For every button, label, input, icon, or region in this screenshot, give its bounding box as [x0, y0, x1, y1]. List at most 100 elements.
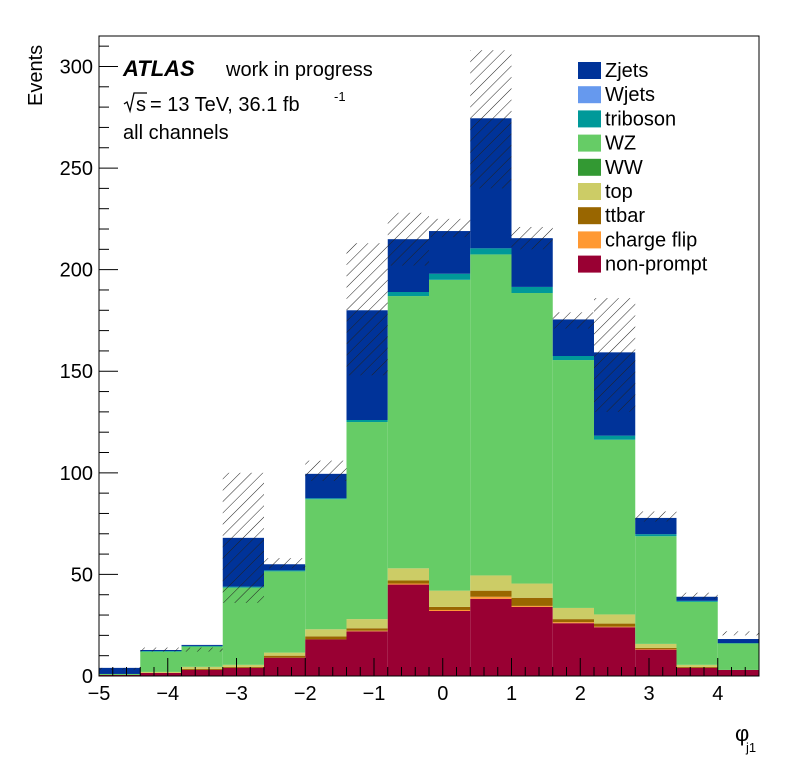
legend-swatch-WZ [578, 134, 601, 152]
legend-label-Wjets: Wjets [605, 84, 655, 106]
bar-top-bin-9 [470, 575, 512, 591]
atlas-status: work in progress [225, 59, 373, 81]
uncertainty-bin-4 [264, 558, 306, 569]
bar-non-prompt-bin-4 [264, 657, 306, 676]
bar-triboson-bin-11 [552, 356, 594, 361]
bar-WZ-bin-13 [635, 536, 677, 644]
bar-Zjets-bin-15 [717, 639, 759, 644]
bar-WZ-bin-15 [717, 643, 759, 670]
bar-non-prompt-bin-11 [552, 623, 594, 676]
legend-swatch-charge-flip [578, 231, 601, 249]
y-axis-label: Events [25, 45, 47, 106]
legend-label-WZ: WZ [605, 133, 636, 155]
y-tick-label: 250 [60, 158, 93, 180]
bar-triboson-bin-5 [305, 498, 347, 500]
atlas-label: ATLAS [122, 56, 195, 81]
x-tick-label: 2 [575, 683, 586, 705]
y-tick-label: 300 [60, 56, 93, 78]
uncertainty-bin-2 [181, 647, 223, 652]
bar-top-bin-8 [429, 590, 471, 607]
bar-charge-flip-bin-6 [346, 630, 388, 632]
energy-sqrt-symbol: s [136, 94, 146, 116]
bar-triboson-bin-2 [181, 645, 223, 647]
bar-top-bin-7 [387, 568, 429, 581]
y-tick-label: 100 [60, 463, 93, 485]
y-tick-label: 0 [82, 666, 93, 688]
bar-ttbar-bin-14 [676, 666, 718, 668]
uncertainty-bin-5 [305, 460, 347, 481]
bar-ttbar-bin-13 [635, 647, 677, 649]
legend-swatch-Wjets [578, 86, 601, 104]
legend-swatch-top [578, 183, 601, 200]
bar-WZ-bin-12 [594, 439, 636, 615]
legend-swatch-WW [578, 158, 601, 176]
bar-charge-flip-bin-7 [387, 583, 429, 585]
bar-WZ-bin-9 [470, 254, 512, 576]
bar-Zjets-bin-8 [429, 231, 471, 274]
uncertainty-bin-11 [552, 312, 594, 329]
bar-WZ-bin-10 [511, 293, 553, 584]
bar-ttbar-bin-5 [305, 636, 347, 640]
bar-WZ-bin-7 [387, 296, 429, 569]
bar-WZ-bin-8 [429, 279, 471, 591]
x-tick-label: 4 [712, 683, 723, 705]
x-axis: −5 −4 −3 −2 −1 0 1 2 3 4 [88, 658, 760, 705]
bar-Zjets-bin-2 [181, 644, 223, 646]
uncertainty-bin-12 [594, 298, 636, 412]
x-tick-label: 3 [643, 683, 654, 705]
y-tick-label: 50 [71, 564, 93, 586]
bar-triboson-bin-13 [635, 534, 677, 537]
histogram-bars [99, 118, 759, 676]
bar-ttbar-bin-8 [429, 606, 471, 610]
legend-label-top: top [605, 181, 633, 203]
uncertainty-bin-6 [346, 243, 388, 376]
bar-ttbar-bin-12 [594, 623, 636, 627]
uncertainty-bin-1 [140, 647, 182, 652]
bar-ttbar-bin-3 [222, 666, 264, 668]
x-axis-label: φ j1 [735, 721, 756, 755]
bar-charge-flip-bin-8 [429, 609, 471, 611]
bar-non-prompt-bin-15 [717, 669, 759, 676]
uncertainty-bin-7 [387, 212, 429, 266]
bar-ttbar-bin-4 [264, 655, 306, 658]
x-tick-label: −3 [225, 683, 248, 705]
bar-top-bin-10 [511, 583, 553, 598]
bar-non-prompt-bin-2 [181, 669, 223, 676]
uncertainty-bin-3 [222, 472, 264, 603]
atlas-label-block: ATLAS work in progress s = 13 TeV, 36.1 … [122, 56, 373, 144]
bar-top-bin-12 [594, 614, 636, 624]
bar-non-prompt-bin-13 [635, 649, 677, 676]
bar-ttbar-bin-11 [552, 619, 594, 623]
x-axis-label-symbol: φ [735, 721, 749, 746]
bar-triboson-bin-9 [470, 248, 512, 255]
uncertainty-bin-8 [429, 218, 471, 238]
uncertainty-band [99, 50, 759, 670]
x-tick-label: −4 [156, 683, 179, 705]
bar-WZ-bin-4 [264, 571, 306, 653]
bar-top-bin-5 [305, 629, 347, 637]
bar-non-prompt-bin-5 [305, 639, 347, 676]
bar-ttbar-bin-10 [511, 597, 553, 606]
bar-ttbar-bin-6 [346, 628, 388, 631]
bar-charge-flip-bin-10 [511, 605, 553, 607]
legend-label-ttbar: ttbar [605, 205, 645, 227]
bar-Zjets-bin-13 [635, 517, 677, 535]
bar-top-bin-6 [346, 619, 388, 629]
bar-non-prompt-bin-10 [511, 606, 553, 676]
bar-triboson-bin-10 [511, 286, 553, 294]
bar-WZ-bin-1 [140, 651, 182, 672]
uncertainty-bin-13 [635, 511, 677, 522]
bar-triboson-bin-12 [594, 435, 636, 440]
legend-label-WW: WW [605, 157, 643, 179]
legend-swatch-non-prompt [578, 255, 601, 273]
lumi-exponent: -1 [334, 89, 346, 104]
bar-top-bin-14 [676, 664, 718, 667]
legend-swatch-Zjets [578, 62, 601, 79]
bar-WZ-bin-6 [346, 422, 388, 620]
x-tick-label: −1 [363, 683, 386, 705]
bar-non-prompt-bin-7 [387, 584, 429, 676]
uncertainty-bin-15 [717, 631, 759, 636]
channel-label: all channels [123, 122, 229, 144]
